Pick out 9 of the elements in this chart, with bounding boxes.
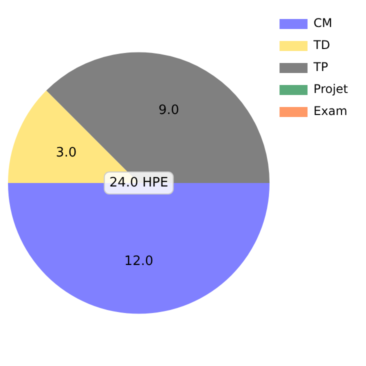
text: 24.0 HPE: [109, 175, 168, 190]
data-label: 12.0: [124, 254, 154, 269]
legend-label: Exam: [314, 104, 348, 118]
data-label: 3.0: [56, 145, 77, 160]
data-label: 9.0: [158, 102, 180, 118]
legend-label: TD: [312, 38, 330, 52]
legend-label: Projet: [314, 82, 348, 96]
legend-label: TP: [312, 60, 328, 74]
legend-label: CM: [314, 16, 332, 30]
